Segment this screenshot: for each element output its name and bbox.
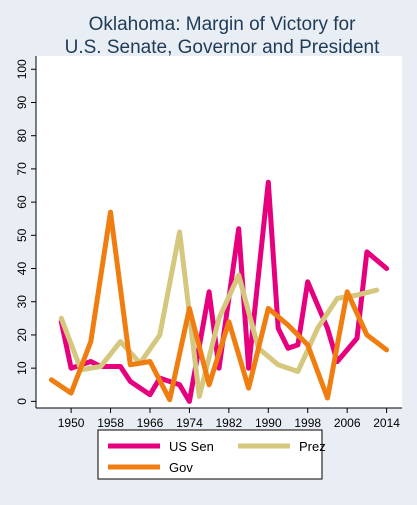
y-tick-label: 30 [15, 295, 29, 309]
y-tick-label: 100 [15, 59, 29, 79]
y-tick-label: 70 [15, 162, 29, 176]
x-tick-label: 2006 [334, 416, 361, 430]
x-tick-label: 1974 [176, 416, 203, 430]
legend-box [97, 429, 323, 480]
y-tick-label: 80 [15, 129, 29, 143]
y-tick-label: 60 [15, 195, 29, 209]
legend-label-gov: Gov [169, 460, 193, 475]
series-line-prez [58, 229, 380, 399]
x-tick-label: 1990 [255, 416, 282, 430]
y-tick-label: 10 [15, 361, 29, 375]
legend: US Sen Prez Gov [108, 439, 326, 475]
y-tick-label: 40 [15, 262, 29, 276]
y-tick-label: 0 [15, 398, 29, 405]
x-tick-label: 1958 [97, 416, 124, 430]
x-tick-label: 2014 [373, 416, 400, 430]
y-tick-label: 20 [15, 328, 29, 342]
series-line-gov [48, 209, 390, 403]
axis-ticks: 0 10 20 30 40 50 60 70 80 90 100 1950 1958 1966 1974 19… [15, 59, 400, 430]
x-tick-label: 1982 [216, 416, 243, 430]
series-lines [48, 179, 390, 404]
x-tick-label: 1998 [294, 416, 321, 430]
legend-label-us-sen: US Sen [169, 439, 214, 454]
x-tick-label: 1950 [58, 416, 85, 430]
legend-label-prez: Prez [299, 439, 326, 454]
y-tick-label: 90 [15, 95, 29, 109]
chart-title-line-2: U.S. Senate, Governor and President [65, 37, 380, 58]
y-tick-label: 50 [15, 228, 29, 242]
chart-title-line-1: Oklahoma: Margin of Victory for [89, 14, 356, 35]
x-tick-label: 1966 [137, 416, 164, 430]
